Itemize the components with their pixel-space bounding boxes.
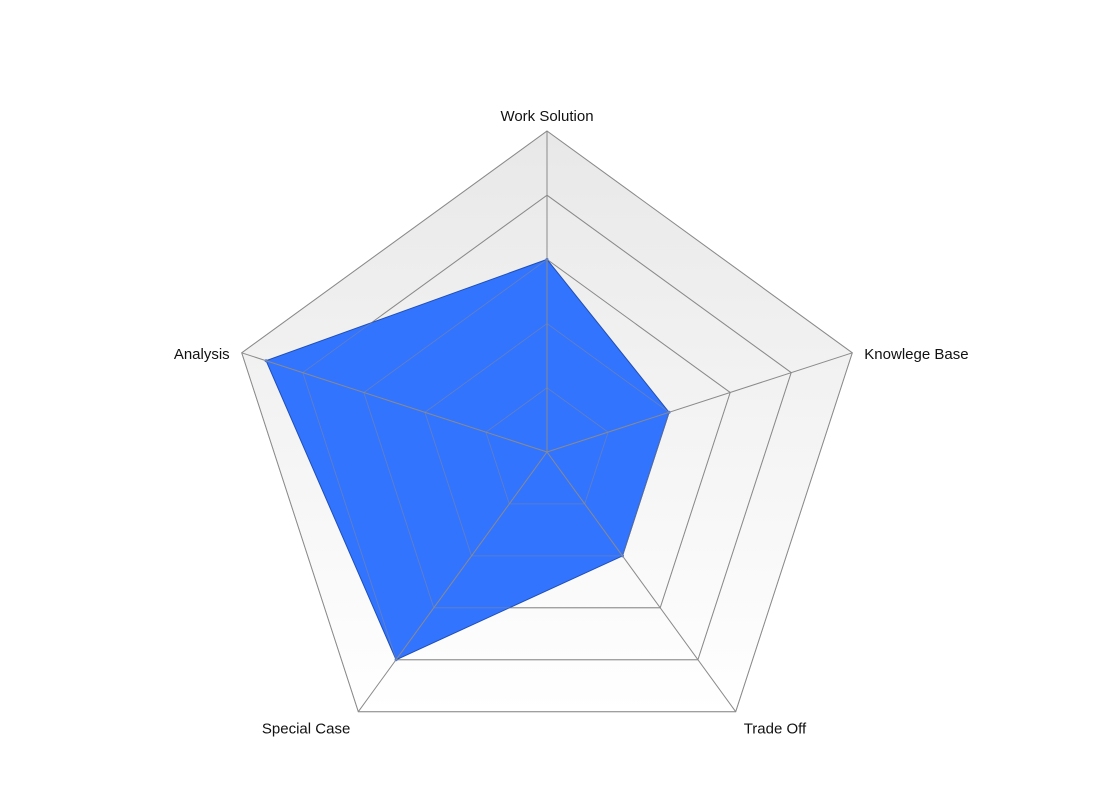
- grid-ring-overlay-5: [241, 130, 853, 713]
- axis-spoke-knowlege-base: [546, 352, 853, 453]
- axis-spoke-analysis: [241, 352, 548, 453]
- axis-label-work-solution: Work Solution: [500, 108, 593, 125]
- axis-spoke-special-case: [357, 451, 548, 712]
- axis-label-special-case: Special Case: [262, 721, 350, 738]
- grid-ring-overlay-3: [363, 258, 731, 609]
- axis-labels: Work Solution Knowlege Base Trade Off Speci…: [174, 108, 969, 738]
- axis-label-trade-off: Trade Off: [744, 721, 807, 738]
- axis-label-analysis: Analysis: [174, 346, 230, 363]
- grid-ring-overlay-1: [485, 387, 609, 505]
- grid-ring-overlay-4: [302, 194, 792, 661]
- grid-ring-overlay-2: [424, 323, 670, 557]
- axis-label-knowlege-base: Knowlege Base: [864, 346, 968, 363]
- axis-spokes: [241, 130, 853, 713]
- axis-spoke-trade-off: [546, 451, 737, 712]
